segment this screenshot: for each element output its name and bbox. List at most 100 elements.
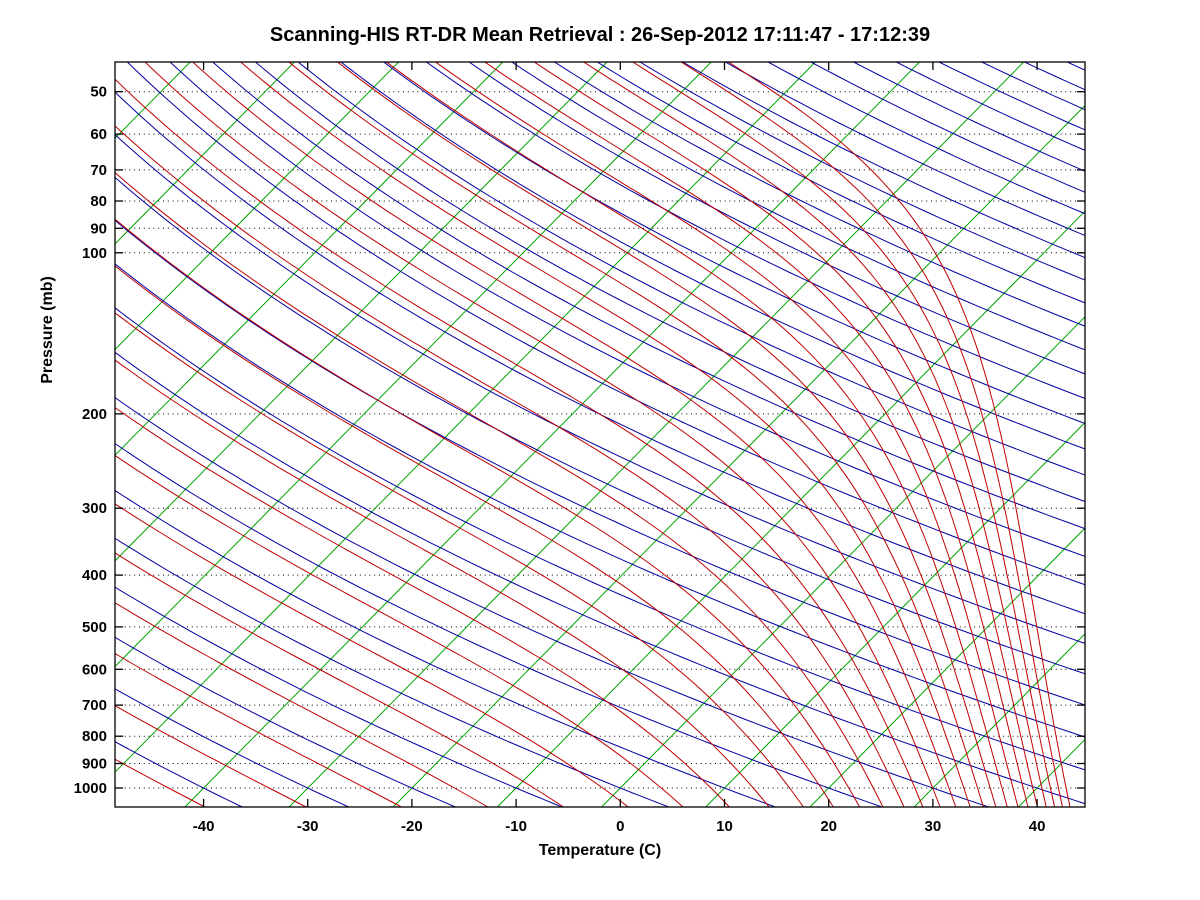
moist-adiabat-line xyxy=(115,705,308,807)
isotherm-line xyxy=(0,62,86,807)
dry-adiabat-line xyxy=(115,442,883,807)
moist-adiabat-line xyxy=(115,265,834,807)
moist-adiabat-line xyxy=(115,406,731,807)
moist-adiabat-line xyxy=(288,62,984,807)
moist-adiabat-line xyxy=(533,62,1038,807)
dry-adiabat-line xyxy=(115,263,1085,738)
isotherm-line xyxy=(115,62,608,562)
dry-adiabat-lines xyxy=(115,62,1200,807)
moist-adiabat-lines xyxy=(115,62,1071,807)
dry-adiabat-line xyxy=(639,62,1085,281)
moist-adiabat-line xyxy=(385,62,1008,807)
moist-adiabat-line xyxy=(115,653,403,807)
dry-adiabat-line xyxy=(115,636,456,807)
moist-adiabat-line xyxy=(631,62,1056,807)
y-tick-label: 700 xyxy=(82,697,107,714)
moist-adiabat-line xyxy=(115,602,489,807)
isotherm-lines xyxy=(0,62,1085,807)
y-tick-label: 1000 xyxy=(74,780,107,797)
isotherm-line xyxy=(115,62,399,351)
isotherm-line xyxy=(115,62,712,668)
x-tick-label: 30 xyxy=(925,818,942,835)
dry-adiabat-line xyxy=(115,396,989,807)
isotherm-line xyxy=(184,62,920,807)
dry-adiabat-line xyxy=(126,62,1085,586)
moist-adiabat-line xyxy=(115,78,924,807)
isotherm-line xyxy=(115,62,504,456)
y-tick-label: 80 xyxy=(90,193,107,210)
isotherm-line xyxy=(115,62,295,245)
dry-adiabat-line xyxy=(297,62,1085,476)
moist-adiabat-line xyxy=(115,503,630,807)
dry-adiabat-line xyxy=(212,62,1085,530)
x-tick-label: 0 xyxy=(616,818,624,835)
dry-adiabat-line xyxy=(810,62,1085,193)
x-tick-label: -30 xyxy=(297,818,319,835)
dry-adiabat-line xyxy=(597,62,1085,304)
moist-adiabat-line xyxy=(434,62,1019,807)
dry-adiabat-line xyxy=(115,219,1085,706)
y-tick-label: 90 xyxy=(90,220,107,237)
pressure-gridlines xyxy=(115,91,1085,789)
x-tick-label: -20 xyxy=(401,818,423,835)
x-tick-label: -40 xyxy=(193,818,215,835)
y-tick-label: 50 xyxy=(90,84,107,101)
x-tick-label: 40 xyxy=(1029,818,1046,835)
dry-adiabat-line xyxy=(115,489,776,807)
moist-adiabat-line xyxy=(727,62,1071,807)
dry-adiabat-line xyxy=(1066,62,1085,71)
moist-adiabat-line xyxy=(144,62,941,807)
isotherm-line xyxy=(601,316,1085,807)
isotherm-line xyxy=(809,527,1085,807)
moist-adiabat-line xyxy=(680,62,1064,807)
y-tick-label: 300 xyxy=(82,500,107,517)
dry-adiabat-line xyxy=(1024,62,1085,91)
moist-adiabat-line xyxy=(483,62,1029,807)
dry-adiabat-line xyxy=(981,62,1085,111)
dry-adiabat-line xyxy=(554,62,1085,327)
moist-adiabat-line xyxy=(115,171,884,807)
isotherm-line xyxy=(913,633,1085,807)
dry-adiabat-line xyxy=(468,62,1085,375)
y-tick-label: 500 xyxy=(82,619,107,636)
axes: -40 -30 -20 -10 0 10 20 30 40 50 60 70 80 90 100 200 300… xyxy=(74,61,1086,835)
dry-adiabat-line xyxy=(115,133,1085,644)
moist-adiabat-line xyxy=(582,62,1047,807)
y-tick-label: 400 xyxy=(82,567,107,584)
dry-adiabat-line xyxy=(115,741,243,807)
moist-adiabat-line xyxy=(239,62,971,807)
x-tick-label: 10 xyxy=(716,818,733,835)
x-tick-label: 20 xyxy=(820,818,837,835)
dry-adiabat-line xyxy=(853,62,1085,172)
dry-adiabat-line xyxy=(115,537,669,807)
y-tick-label: 900 xyxy=(82,756,107,773)
dry-adiabat-line xyxy=(725,62,1085,237)
dry-adiabat-line xyxy=(767,62,1085,215)
moist-adiabat-line xyxy=(115,359,770,807)
dry-adiabat-line xyxy=(682,62,1085,259)
y-tick-label: 100 xyxy=(82,245,107,262)
chart-title: Scanning-HIS RT-DR Mean Retrieval : 26-S… xyxy=(269,24,931,46)
dry-adiabat-line xyxy=(115,91,1085,615)
y-tick-label: 60 xyxy=(90,126,107,143)
x-tick-label: -10 xyxy=(505,818,527,835)
moist-adiabat-line xyxy=(115,454,684,807)
x-axis-label: Temperature (C) xyxy=(538,842,662,859)
moist-adiabat-line xyxy=(115,312,804,807)
dry-adiabat-line xyxy=(1110,62,1200,807)
isotherm-line xyxy=(115,62,816,773)
isotherm-line xyxy=(497,210,1085,807)
moist-adiabat-line xyxy=(115,552,565,807)
dry-adiabat-line xyxy=(115,586,563,807)
moist-adiabat-line xyxy=(115,218,861,807)
y-tick-label: 200 xyxy=(82,406,107,423)
y-tick-label: 800 xyxy=(82,728,107,745)
dry-adiabat-line xyxy=(115,307,1085,771)
dry-adiabat-line xyxy=(426,62,1085,400)
y-tick-label: 70 xyxy=(90,162,107,179)
isotherm-line xyxy=(392,104,1085,807)
dry-adiabat-line xyxy=(340,62,1085,450)
axis-box xyxy=(114,61,1086,808)
